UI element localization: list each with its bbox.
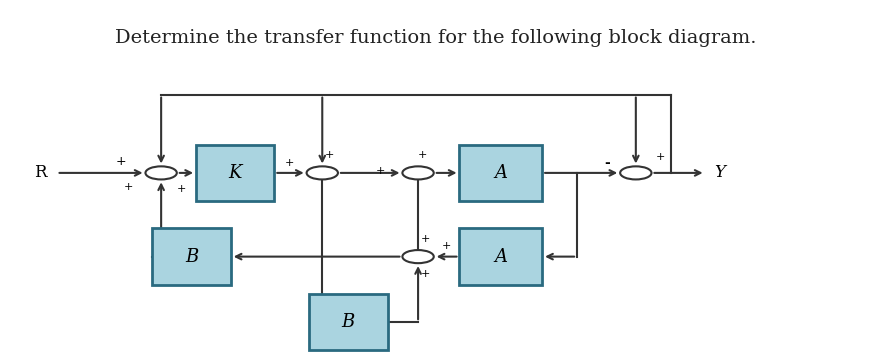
Text: B: B	[341, 313, 355, 331]
FancyBboxPatch shape	[309, 294, 388, 350]
Text: +: +	[325, 150, 334, 161]
Text: Determine the transfer function for the following block diagram.: Determine the transfer function for the …	[115, 29, 756, 47]
Circle shape	[620, 166, 652, 179]
Text: Y: Y	[714, 165, 726, 181]
Text: +: +	[421, 269, 429, 279]
Text: +: +	[376, 166, 385, 176]
Text: +: +	[177, 183, 186, 194]
Circle shape	[402, 166, 434, 179]
Circle shape	[402, 250, 434, 263]
FancyBboxPatch shape	[152, 229, 231, 285]
Text: A: A	[495, 248, 507, 266]
Circle shape	[145, 166, 177, 179]
FancyBboxPatch shape	[460, 145, 542, 201]
Text: +: +	[285, 158, 294, 168]
Text: +: +	[418, 150, 427, 161]
FancyBboxPatch shape	[460, 229, 542, 285]
Text: -: -	[604, 156, 610, 170]
Text: B: B	[185, 248, 199, 266]
FancyBboxPatch shape	[196, 145, 274, 201]
Circle shape	[307, 166, 338, 179]
Text: +: +	[124, 182, 132, 192]
Text: +: +	[116, 155, 126, 169]
Text: +: +	[421, 234, 429, 244]
Text: +: +	[442, 241, 451, 251]
Text: +: +	[656, 152, 665, 162]
Text: R: R	[34, 165, 46, 181]
Text: A: A	[495, 164, 507, 182]
Text: K: K	[228, 164, 242, 182]
